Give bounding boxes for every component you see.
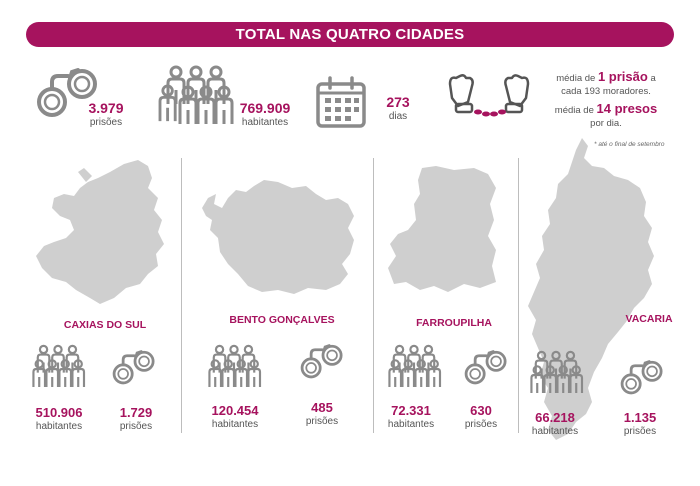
footnote: * até o final de setembro [594, 141, 665, 148]
fact-line-2: cada 193 moradores. [561, 86, 651, 97]
caxias-prisoes-value: 1.729 [119, 405, 153, 420]
fact1-post: a [647, 73, 656, 84]
divider-1 [181, 158, 182, 433]
total-habitantes-label: habitantes [241, 117, 289, 128]
handcuffs-icon-bento [300, 344, 343, 379]
vacaria-prisoes-label: prisões [623, 426, 657, 437]
facts-block: média de 1 prisão a cada 193 moradores. … [528, 70, 684, 130]
city-name-vacaria: VACARIA [625, 313, 673, 325]
fact-line-3: média de 14 presos [528, 102, 684, 117]
page-title: TOTAL NAS QUATRO CIDADES [26, 22, 674, 47]
fact-line-1: média de 1 prisão a [528, 70, 684, 85]
calendar-icon [316, 76, 366, 128]
vacaria-habitantes-value: 66.218 [535, 410, 575, 425]
city-name-farroupilha: FARROUPILHA [416, 317, 492, 329]
people-icon-farroupilha [388, 344, 442, 389]
caxias-habitantes-label: habitantes [35, 421, 83, 432]
farroupilha-prisoes-label: prisões [464, 419, 498, 430]
fact-line-4: por dia. [590, 118, 622, 129]
handcuffs-icon-caxias [112, 350, 155, 385]
map-farroupilha [388, 166, 496, 292]
map-bento-goncalves [202, 180, 354, 294]
fact1-highlight: 1 prisão [597, 69, 648, 84]
caxias-habitantes-value: 510.906 [35, 405, 83, 420]
farroupilha-prisoes-value: 630 [470, 403, 492, 418]
fact1-pre: média de [556, 73, 598, 84]
people-icon-caxias [32, 344, 86, 389]
bento-prisoes-label: prisões [305, 416, 339, 427]
total-prisoes-label: prisões [89, 117, 123, 128]
total-dias-value: 273 [386, 94, 410, 110]
bento-prisoes-value: 485 [311, 400, 333, 415]
total-habitantes-value: 769.909 [239, 100, 291, 116]
cuffed-hands-icon [448, 74, 530, 117]
divider-2 [373, 158, 374, 433]
divider-3 [518, 158, 519, 433]
total-dias-label: dias [388, 111, 408, 122]
fact3-pre: média de [554, 105, 597, 116]
map-caxias-do-sul [36, 160, 164, 304]
city-name-caxias: CAXIAS DO SUL [63, 319, 147, 331]
total-prisoes-value: 3.979 [88, 100, 124, 116]
farroupilha-habitantes-value: 72.331 [391, 403, 431, 418]
handcuffs-icon-farroupilha [464, 350, 507, 385]
city-name-bento: BENTO GONÇALVES [229, 314, 335, 326]
fact3-highlight: 14 presos [596, 101, 658, 116]
caxias-prisoes-label: prisões [119, 421, 153, 432]
people-icon-vacaria [530, 350, 584, 395]
bento-habitantes-label: habitantes [211, 419, 259, 430]
farroupilha-habitantes-label: habitantes [387, 419, 435, 430]
vacaria-prisoes-value: 1.135 [623, 410, 657, 425]
bento-habitantes-value: 120.454 [211, 403, 259, 418]
map-vacaria [528, 138, 654, 440]
people-group-icon [158, 65, 234, 126]
people-icon-bento [208, 344, 262, 389]
vacaria-habitantes-label: habitantes [531, 426, 579, 437]
handcuffs-icon-vacaria [620, 360, 663, 395]
